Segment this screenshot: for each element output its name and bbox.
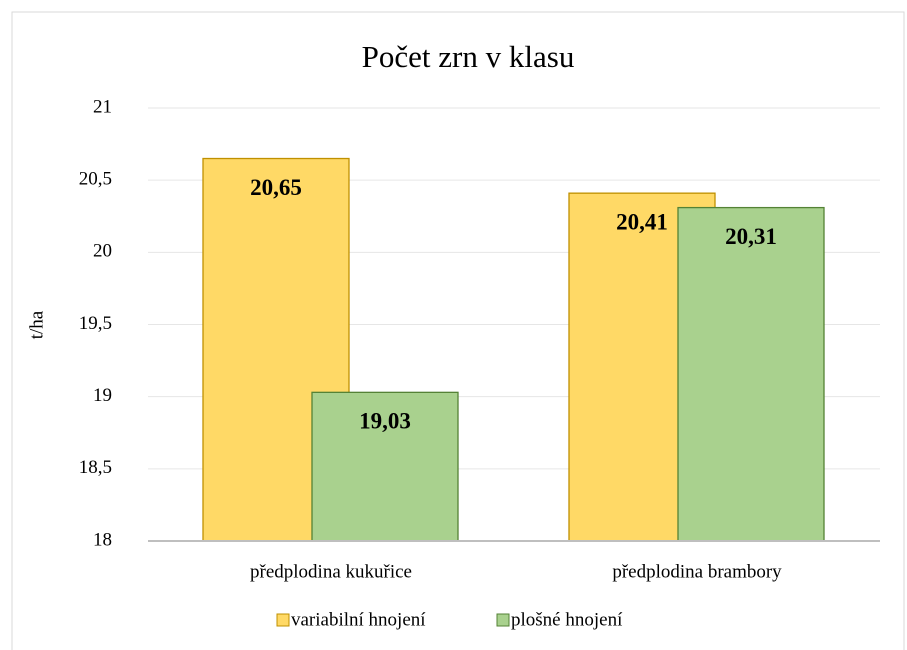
data-label: 20,31 bbox=[725, 224, 777, 249]
legend-swatch bbox=[496, 613, 510, 627]
legend-swatch bbox=[276, 613, 290, 627]
y-tick-label: 19,5 bbox=[79, 313, 112, 334]
bar bbox=[677, 206, 825, 542]
y-tick-label: 20 bbox=[93, 241, 112, 262]
y-tick-label: 21 bbox=[93, 96, 112, 117]
y-tick-label: 20,5 bbox=[79, 169, 112, 190]
x-tick-label: předplodina brambory bbox=[612, 561, 782, 582]
y-tick-label: 18,5 bbox=[79, 457, 112, 478]
y-tick-label: 18 bbox=[93, 529, 112, 550]
data-label: 20,41 bbox=[616, 209, 668, 234]
y-tick-label: 19 bbox=[93, 385, 112, 406]
chart-title: Počet zrn v klasu bbox=[362, 39, 575, 74]
legend-label: plošné hnojení bbox=[511, 609, 623, 630]
data-label: 20,65 bbox=[250, 175, 302, 200]
bar bbox=[311, 391, 459, 542]
y-axis-label: t/ha bbox=[26, 310, 47, 339]
data-label: 19,03 bbox=[359, 409, 411, 434]
legend-label: variabilní hnojení bbox=[291, 609, 426, 630]
x-tick-label: předplodina kukuřice bbox=[250, 561, 412, 582]
